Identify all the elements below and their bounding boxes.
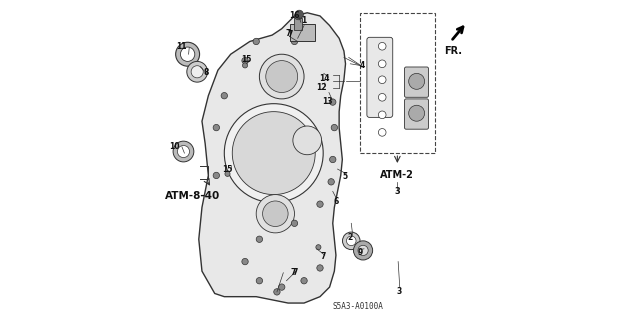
Circle shape xyxy=(378,129,386,136)
Ellipse shape xyxy=(342,232,360,249)
Text: 16: 16 xyxy=(289,11,300,20)
FancyBboxPatch shape xyxy=(404,67,428,97)
Circle shape xyxy=(301,278,307,284)
PathPatch shape xyxy=(199,13,346,303)
Circle shape xyxy=(378,60,386,68)
Circle shape xyxy=(317,201,323,207)
Circle shape xyxy=(316,245,321,250)
Text: 7: 7 xyxy=(285,29,291,38)
Text: S5A3-A0100A: S5A3-A0100A xyxy=(333,302,384,311)
Circle shape xyxy=(256,236,262,242)
Text: FR.: FR. xyxy=(444,46,462,56)
Text: 15: 15 xyxy=(221,165,232,174)
Circle shape xyxy=(330,156,336,163)
Circle shape xyxy=(266,61,298,93)
Text: 15: 15 xyxy=(241,55,251,63)
Text: 11: 11 xyxy=(176,42,186,51)
Ellipse shape xyxy=(191,66,204,78)
Circle shape xyxy=(225,171,230,176)
Text: 7: 7 xyxy=(288,30,293,39)
Circle shape xyxy=(409,73,424,89)
Text: 7: 7 xyxy=(292,268,298,277)
Circle shape xyxy=(409,105,424,121)
Text: 1: 1 xyxy=(301,16,306,25)
Ellipse shape xyxy=(177,145,189,158)
Text: 10: 10 xyxy=(170,142,180,151)
Text: 3: 3 xyxy=(394,187,400,196)
Circle shape xyxy=(295,10,303,19)
Text: 7: 7 xyxy=(290,268,296,277)
Circle shape xyxy=(221,93,227,99)
Bar xyxy=(294,18,303,30)
Ellipse shape xyxy=(187,62,207,82)
Circle shape xyxy=(331,124,337,131)
Circle shape xyxy=(262,201,288,226)
Ellipse shape xyxy=(175,42,200,66)
Text: 13: 13 xyxy=(322,97,333,106)
Text: 8: 8 xyxy=(204,68,209,77)
Text: 7: 7 xyxy=(321,252,326,261)
Circle shape xyxy=(317,265,323,271)
FancyBboxPatch shape xyxy=(367,37,393,117)
Ellipse shape xyxy=(180,47,195,62)
Text: 12: 12 xyxy=(316,83,326,92)
Circle shape xyxy=(378,111,386,119)
Text: ATM-8-40: ATM-8-40 xyxy=(164,191,220,201)
Circle shape xyxy=(378,42,386,50)
Ellipse shape xyxy=(358,245,368,256)
Circle shape xyxy=(378,93,386,101)
Ellipse shape xyxy=(353,241,372,260)
Text: 3: 3 xyxy=(397,287,402,296)
Circle shape xyxy=(256,278,262,284)
FancyBboxPatch shape xyxy=(404,99,428,129)
Circle shape xyxy=(278,284,285,290)
Circle shape xyxy=(253,38,259,45)
Circle shape xyxy=(242,57,248,64)
Circle shape xyxy=(242,258,248,265)
Text: 6: 6 xyxy=(333,197,339,206)
Circle shape xyxy=(330,99,336,105)
Circle shape xyxy=(378,76,386,84)
Circle shape xyxy=(232,112,316,195)
Circle shape xyxy=(213,124,220,131)
Circle shape xyxy=(259,54,304,99)
Circle shape xyxy=(293,126,321,155)
Ellipse shape xyxy=(346,236,356,246)
Circle shape xyxy=(291,220,298,226)
Bar xyxy=(290,24,316,41)
Circle shape xyxy=(256,195,294,233)
Text: 2: 2 xyxy=(348,233,353,242)
Text: 5: 5 xyxy=(343,172,348,181)
Text: 4: 4 xyxy=(360,61,365,70)
Circle shape xyxy=(243,63,248,68)
Circle shape xyxy=(291,38,298,45)
Circle shape xyxy=(224,104,323,203)
Ellipse shape xyxy=(173,141,194,162)
Text: 14: 14 xyxy=(319,74,330,83)
Circle shape xyxy=(294,12,302,20)
Text: ATM-2: ATM-2 xyxy=(380,170,414,181)
Circle shape xyxy=(274,289,280,295)
Circle shape xyxy=(213,172,220,179)
Bar xyxy=(360,13,435,153)
Circle shape xyxy=(328,179,334,185)
Text: 9: 9 xyxy=(357,248,362,256)
